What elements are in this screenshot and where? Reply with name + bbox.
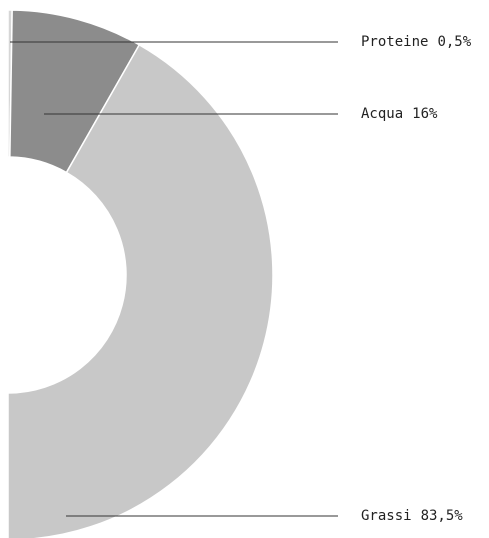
value-label: 0,5% xyxy=(437,34,471,50)
category-label: Acqua xyxy=(361,106,403,122)
slice xyxy=(7,43,274,538)
slice-label: Grassi 83,5% xyxy=(361,508,463,524)
slice-label: Proteine 0,5% xyxy=(361,34,472,50)
category-label: Grassi xyxy=(361,508,412,524)
value-label: 83,5% xyxy=(421,508,464,524)
slice-label: Acqua 16% xyxy=(361,106,438,122)
category-label: Proteine xyxy=(361,34,428,50)
value-label: 16% xyxy=(412,106,438,122)
